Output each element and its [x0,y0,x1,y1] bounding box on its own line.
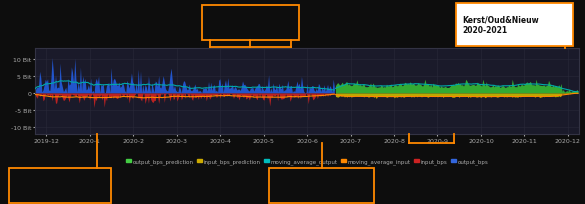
Legend: output_bps_prediction, input_bps_prediction, moving_average_output, moving_avera: output_bps_prediction, input_bps_predict… [124,156,490,166]
Text: Kerst/Oud&Nieuw
2020-2021: Kerst/Oud&Nieuw 2020-2021 [462,16,539,35]
